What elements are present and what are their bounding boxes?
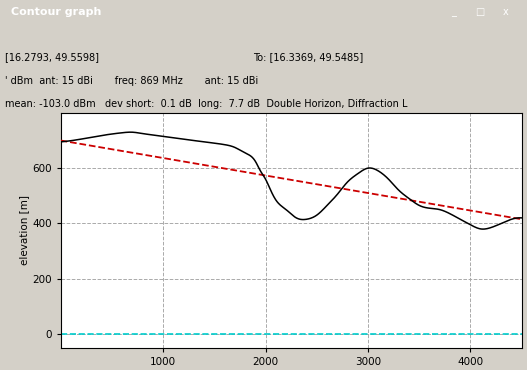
Text: _: _ (451, 7, 456, 17)
Text: □: □ (475, 7, 484, 17)
Text: To: [16.3369, 49.5485]: To: [16.3369, 49.5485] (253, 52, 363, 63)
Text: ' dBm  ant: 15 dBi       freq: 869 MHz       ant: 15 dBi: ' dBm ant: 15 dBi freq: 869 MHz ant: 15 … (5, 75, 259, 85)
Y-axis label: elevation [m]: elevation [m] (19, 195, 29, 265)
Text: Contour graph: Contour graph (11, 7, 101, 17)
Text: mean: -103.0 dBm   dev short:  0.1 dB  long:  7.7 dB  Double Horizon, Diffractio: mean: -103.0 dBm dev short: 0.1 dB long:… (5, 99, 408, 109)
Text: x: x (503, 7, 509, 17)
Text: [16.2793, 49.5598]: [16.2793, 49.5598] (5, 52, 99, 63)
